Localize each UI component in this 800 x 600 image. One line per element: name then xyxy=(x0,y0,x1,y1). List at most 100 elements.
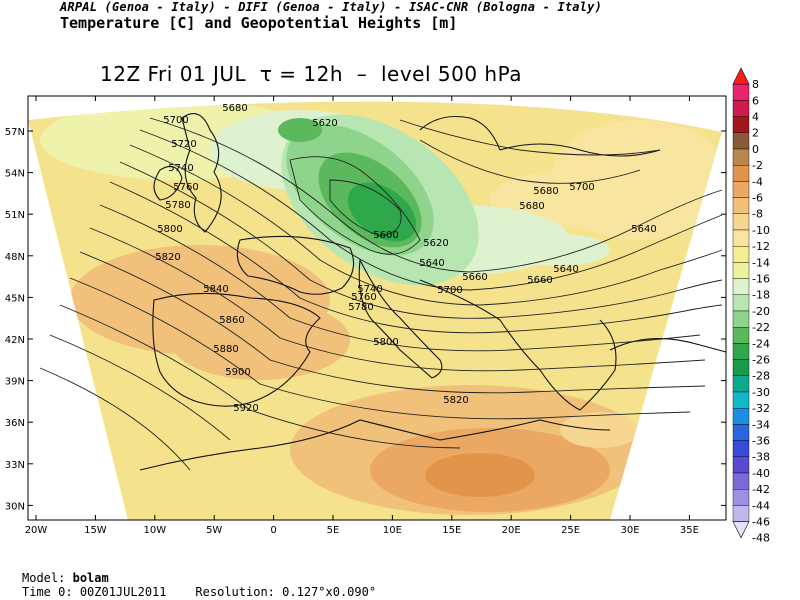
colorbar-label: 0 xyxy=(752,143,759,156)
lat-tick-label: 54N xyxy=(5,169,25,180)
colorbar-swatch xyxy=(732,343,750,360)
lon-tick-label: 15E xyxy=(442,525,461,536)
colorbar-swatch xyxy=(732,505,750,522)
lon-tick-label: 10W xyxy=(143,525,166,536)
contour-label: 5620 xyxy=(312,118,337,129)
contour-label: 5700 xyxy=(437,285,462,296)
colorbar-label: -12 xyxy=(752,240,770,253)
contour-label: 5780 xyxy=(348,302,373,313)
contour-label: 5820 xyxy=(443,395,468,406)
colorbar-label: -32 xyxy=(752,402,770,415)
contour-label: 5680 xyxy=(533,186,558,197)
colorbar-swatch xyxy=(732,375,750,393)
lat-tick-label: 45N xyxy=(5,293,25,304)
colorbar-swatch xyxy=(732,100,750,117)
contour-labels: 5680 5700 5620 5720 5740 5760 5780 5800 … xyxy=(155,103,656,414)
lon-tick-label: 15W xyxy=(84,525,107,536)
contour-label: 5740 xyxy=(357,284,382,295)
lat-tick-label: 48N xyxy=(5,252,25,263)
colorbar-label: -4 xyxy=(752,175,763,188)
colorbar-label: 6 xyxy=(752,94,759,107)
contour-label: 5700 xyxy=(569,182,594,193)
lat-tick-label: 51N xyxy=(5,210,25,221)
contour-label: 5880 xyxy=(213,344,238,355)
footer-time: Time 0: 00Z01JUL2011 Resolution: 0.127°x… xyxy=(22,585,376,599)
contour-label: 5700 xyxy=(163,115,188,126)
time-value: 00Z01JUL2011 xyxy=(79,585,167,599)
resolution-value: 0.127°x0.090° xyxy=(282,585,377,599)
lat-tick-label: 36N xyxy=(5,418,25,429)
colorbar-label: -18 xyxy=(752,289,770,302)
contour-label: 5840 xyxy=(203,284,228,295)
colorbar-swatch xyxy=(732,164,750,182)
colorbar-swatch xyxy=(732,294,750,312)
contour-label: 5760 xyxy=(173,182,198,193)
lat-tick-label: 39N xyxy=(5,377,25,388)
colorbar-swatch xyxy=(732,181,750,198)
colorbar-swatch xyxy=(732,116,750,133)
colorbar-label: -14 xyxy=(752,256,770,269)
lat-tick-label: 57N xyxy=(5,127,25,138)
contour-label: 5800 xyxy=(157,224,182,235)
contour-label: 5640 xyxy=(419,258,444,269)
plot-frame xyxy=(27,95,727,521)
colorbar-label: 8 xyxy=(752,78,759,91)
lat-tick-label: 30N xyxy=(5,501,25,512)
lon-tick-label: 25E xyxy=(561,525,580,536)
lat-tick-label: 33N xyxy=(5,460,25,471)
colorbar-swatch xyxy=(732,489,750,506)
lon-tick-label: 20E xyxy=(502,525,521,536)
lon-tick-label: 0 xyxy=(270,525,276,536)
colorbar-swatch xyxy=(732,213,750,231)
colorbar-label: -10 xyxy=(752,224,770,237)
lon-tick-label: 20W xyxy=(25,525,48,536)
colorbar-swatch xyxy=(732,229,750,247)
temperature-field xyxy=(28,101,722,520)
colorbar-label: -44 xyxy=(752,499,770,512)
contour-label: 5640 xyxy=(553,264,578,275)
colorbar-label: -46 xyxy=(752,516,770,529)
lon-tick-label: 5W xyxy=(206,525,222,536)
colorbar-swatch xyxy=(732,327,750,344)
colorbar-label: -16 xyxy=(752,273,770,286)
colorbar-label: -2 xyxy=(752,159,763,172)
map-title: 12Z Fri 01 JUL τ = 12h – level 500 hPa xyxy=(100,62,523,86)
contour-label: 5820 xyxy=(155,252,180,263)
colorbar-swatch xyxy=(732,262,750,279)
contour-label: 5620 xyxy=(423,238,448,249)
contour-label: 5900 xyxy=(225,367,250,378)
colorbar-label: -26 xyxy=(752,354,770,367)
colorbar-label: -42 xyxy=(752,483,770,496)
temperature-colorbar: 8 6 4 2 0 -2 -4 -6 -8 -10 -12 -14 -16 -18 -20 -22 -24 -26… xyxy=(732,67,770,545)
lon-tick-label: 30E xyxy=(620,525,639,536)
contour-label: 5740 xyxy=(168,163,193,174)
longitude-axis: 20W 15W 10W 5W 0 5E 10E 15E 20E 25E 30E 35E xyxy=(25,96,699,536)
colorbar-label: -38 xyxy=(752,451,770,464)
colorbar-top-arrow xyxy=(732,67,750,85)
contour-label: 5640 xyxy=(631,224,656,235)
colorbar-swatch xyxy=(732,310,750,328)
contour-label: 5680 xyxy=(519,201,544,212)
lat-tick-label: 42N xyxy=(5,335,25,346)
colorbar-swatch xyxy=(732,83,750,101)
colorbar-swatch xyxy=(732,148,750,166)
contour-label: 5660 xyxy=(527,275,552,286)
contour-label: 5720 xyxy=(171,139,196,150)
model-value: bolam xyxy=(72,571,109,585)
institutions-header: ARPAL (Genoa - Italy) - DIFI (Genoa - It… xyxy=(60,0,602,14)
colorbar-swatch xyxy=(732,472,750,490)
colorbar-label: -24 xyxy=(752,337,770,350)
colorbar-swatch xyxy=(732,132,750,150)
lon-tick-label: 10E xyxy=(383,525,402,536)
resolution-label: Resolution: xyxy=(195,585,275,599)
lon-tick-label: 35E xyxy=(680,525,699,536)
model-label: Model: xyxy=(22,571,66,585)
colorbar-swatch xyxy=(732,440,750,458)
contour-label: 5660 xyxy=(462,272,487,283)
colorbar-swatch xyxy=(732,424,750,441)
colorbar-label: -34 xyxy=(752,418,770,431)
colorbar-label: -48 xyxy=(752,532,770,545)
colorbar-label: -30 xyxy=(752,386,770,399)
colorbar-label: 4 xyxy=(752,111,759,124)
